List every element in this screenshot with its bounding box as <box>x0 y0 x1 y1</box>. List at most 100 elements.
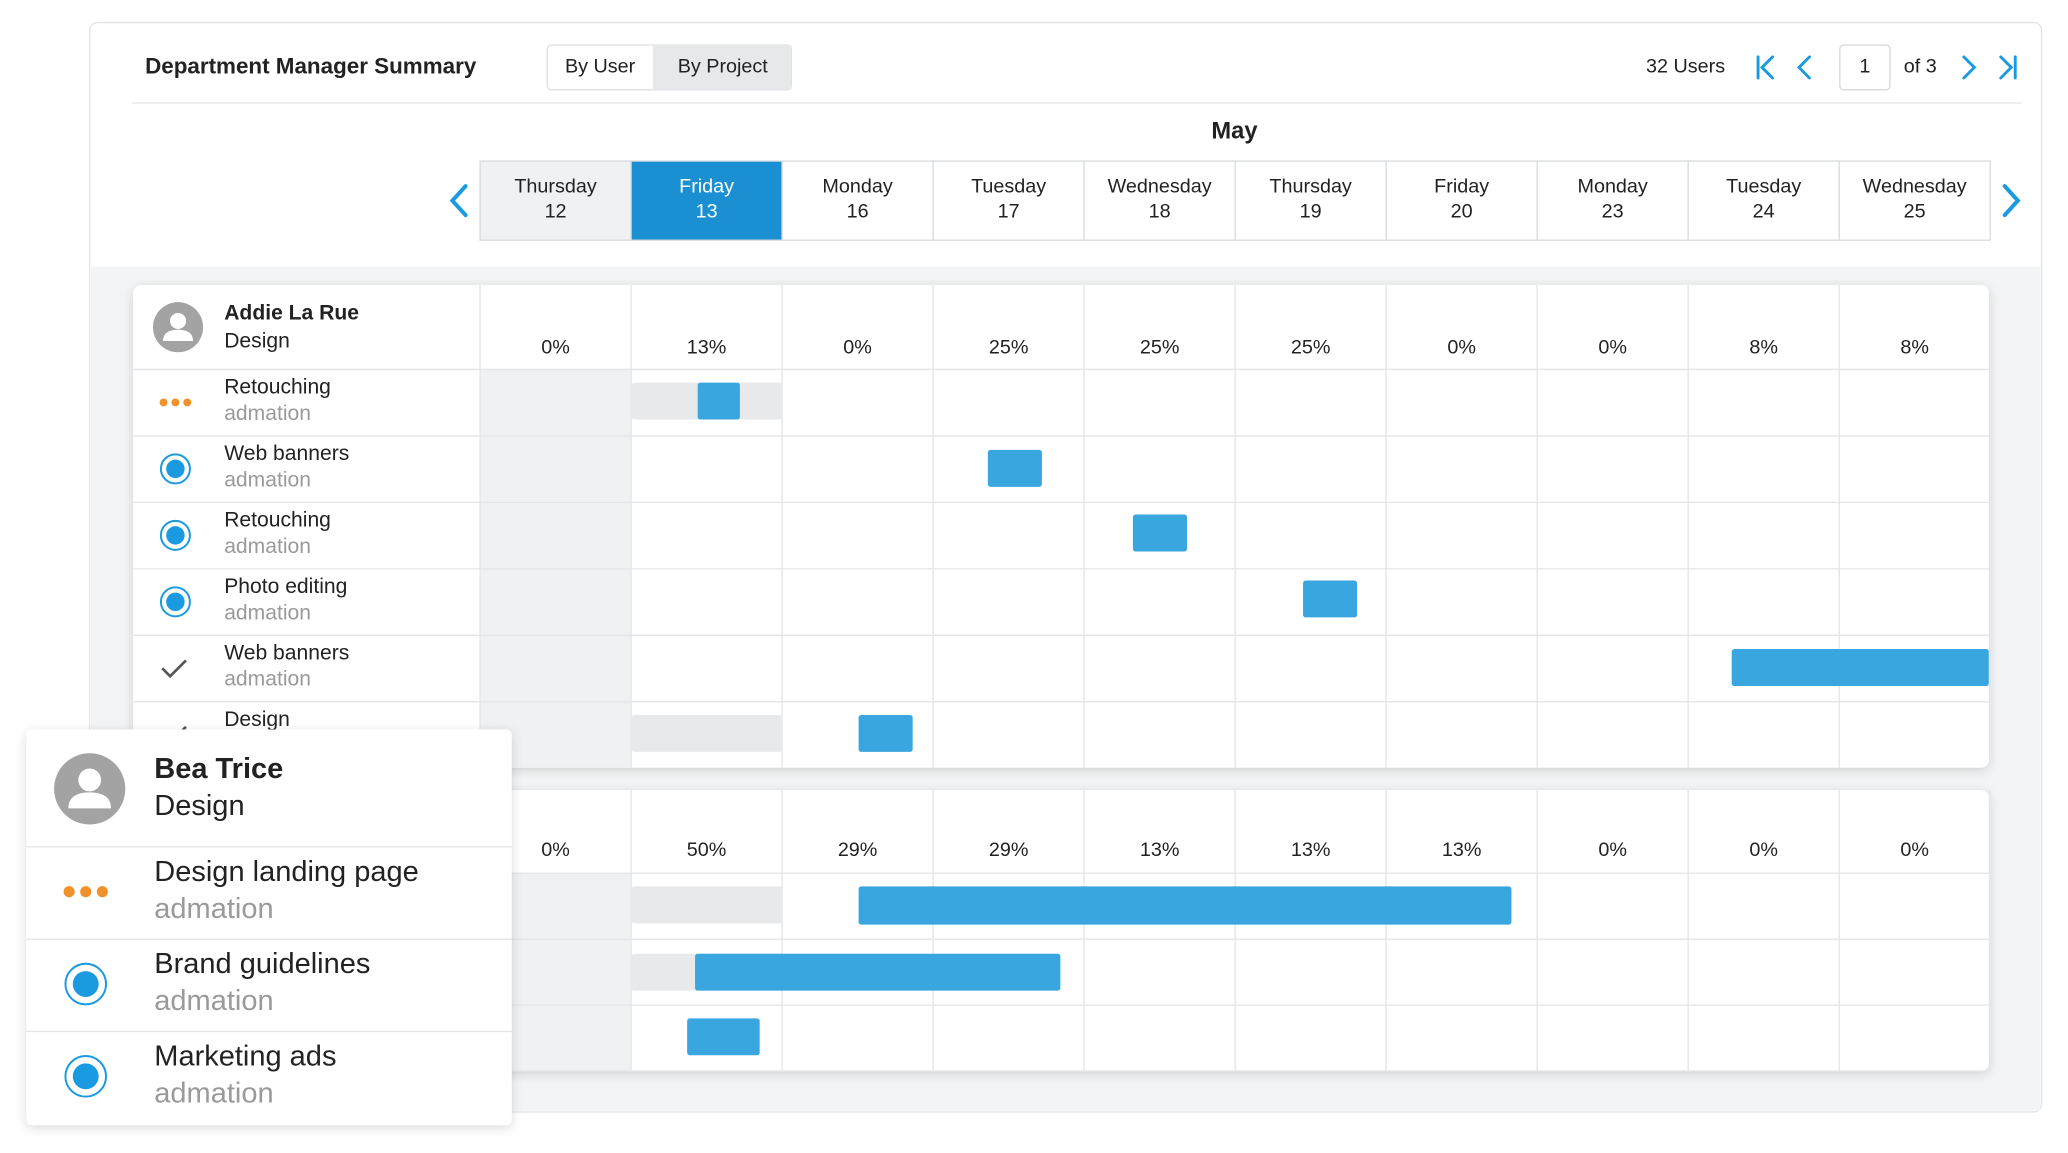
utilization: 13% <box>1291 839 1331 861</box>
task-bar[interactable] <box>1303 580 1358 618</box>
utilization: 25% <box>989 337 1029 359</box>
day-weekday: Wednesday <box>1108 176 1212 198</box>
task-name[interactable]: Web banners <box>224 442 349 465</box>
task-name[interactable]: Web banners <box>224 641 349 664</box>
day-cell[interactable] <box>1385 160 1538 241</box>
toggle-active-bg <box>652 44 792 90</box>
task-client: admation <box>154 985 273 1017</box>
day-cell[interactable] <box>932 160 1085 241</box>
utilization: 0% <box>843 337 872 359</box>
status-active-dot <box>72 971 99 997</box>
last-page[interactable] <box>1999 55 2017 80</box>
day-number: 20 <box>1451 201 1473 223</box>
day-weekday: Monday <box>1577 176 1647 198</box>
task-name[interactable]: Retouching <box>224 508 331 531</box>
utilization: 29% <box>838 839 878 861</box>
day-cell[interactable] <box>1687 160 1840 241</box>
utilization: 0% <box>1447 337 1476 359</box>
prev-page[interactable] <box>1796 55 1811 80</box>
task-client: admation <box>154 1077 273 1109</box>
day-weekday: Friday <box>679 176 734 198</box>
task-bar[interactable] <box>858 886 1512 925</box>
task-name[interactable]: Design <box>224 708 290 731</box>
task-name[interactable]: Marketing ads <box>154 1041 336 1073</box>
prev-days[interactable] <box>449 184 468 218</box>
user-department: Design <box>224 329 290 352</box>
status-pending <box>171 398 180 407</box>
bar-unscheduled <box>631 886 783 924</box>
task-bar[interactable] <box>687 1018 760 1056</box>
task-name[interactable]: Brand guidelines <box>154 948 370 980</box>
next-page[interactable] <box>1962 55 1977 80</box>
day-weekday: Monday <box>822 176 892 198</box>
utilization: 50% <box>687 839 727 861</box>
avatar-body <box>163 329 194 342</box>
utilization: 29% <box>989 839 1029 861</box>
task-bar[interactable] <box>987 449 1042 487</box>
toggle-by-user[interactable]: By User <box>565 56 636 78</box>
day-number: 18 <box>1149 201 1171 223</box>
task-client: admation <box>224 601 311 624</box>
status-pending <box>96 886 108 898</box>
status-done <box>161 659 187 679</box>
next-days[interactable] <box>2002 184 2021 218</box>
first-page[interactable] <box>1756 55 1775 80</box>
user-name: Bea Trice <box>154 753 283 785</box>
utilization: 13% <box>687 337 727 359</box>
status-active-dot <box>166 459 185 479</box>
page-number[interactable]: 1 <box>1859 56 1870 78</box>
task-client: admation <box>224 668 311 691</box>
utilization: 0% <box>1598 839 1627 861</box>
task-client: admation <box>224 468 311 491</box>
day-weekday: Thursday <box>1269 176 1352 198</box>
user-popout <box>26 729 512 1126</box>
status-pending <box>159 398 168 407</box>
day-number: 17 <box>998 201 1020 223</box>
day-cell[interactable] <box>630 160 783 241</box>
user-card <box>133 285 1989 768</box>
task-bar[interactable] <box>858 714 913 752</box>
user-count: 32 Users <box>1646 56 1725 78</box>
day-number: 19 <box>1300 201 1322 223</box>
user-department: Design <box>154 790 244 822</box>
task-bar[interactable] <box>1132 514 1187 552</box>
day-weekday: Wednesday <box>1863 176 1967 198</box>
user-name: Addie La Rue <box>224 302 359 325</box>
task-client: admation <box>224 402 311 425</box>
status-active-dot <box>166 526 185 545</box>
task-name[interactable]: Design landing page <box>154 856 418 888</box>
task-name[interactable]: Photo editing <box>224 575 347 598</box>
day-weekday: Tuesday <box>1726 176 1801 198</box>
status-active-dot <box>166 592 185 612</box>
day-number: 25 <box>1904 201 1926 223</box>
day-cell[interactable] <box>479 160 632 241</box>
day-cell[interactable] <box>1536 160 1689 241</box>
month: May <box>1211 118 1258 144</box>
day-cell[interactable] <box>781 160 934 241</box>
status-pending <box>80 886 92 898</box>
page-of: of 3 <box>1904 56 1937 78</box>
utilization: 0% <box>1749 839 1778 861</box>
utilization: 13% <box>1140 839 1180 861</box>
utilization: 0% <box>1598 337 1627 359</box>
task-bar[interactable] <box>1731 649 1989 686</box>
status-active-dot <box>72 1063 99 1090</box>
page-title: Department Manager Summary <box>145 53 477 78</box>
utilization: 13% <box>1442 839 1482 861</box>
avatar-head <box>170 312 187 329</box>
day-cell[interactable] <box>1838 160 1991 241</box>
day-number: 23 <box>1602 201 1624 223</box>
task-client: admation <box>154 893 273 925</box>
task-bar[interactable] <box>695 953 1061 991</box>
day-weekday: Thursday <box>514 176 597 198</box>
day-cell[interactable] <box>1234 160 1387 241</box>
task-bar[interactable] <box>697 382 740 420</box>
day-weekday: Friday <box>1434 176 1489 198</box>
utilization: 8% <box>1749 337 1778 359</box>
status-pending <box>183 398 192 407</box>
utilization: 25% <box>1140 337 1180 359</box>
toggle-by-project[interactable]: By Project <box>678 56 769 78</box>
task-name[interactable]: Retouching <box>224 375 331 398</box>
page-input[interactable] <box>1839 44 1891 91</box>
